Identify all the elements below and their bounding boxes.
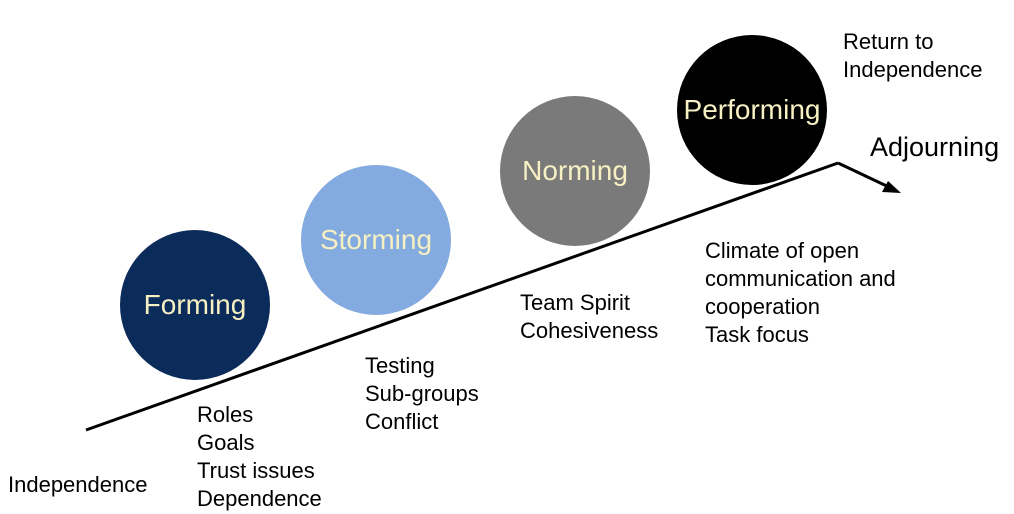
norming-circle: Norming [500,96,650,246]
list-item: Conflict [365,409,439,434]
return-to-independence-label: Return to Independence [843,29,983,82]
forming-label: Forming [143,289,247,320]
list-item: Trust issues [197,458,315,483]
list-item: communication and [705,266,896,291]
list-item: Task focus [705,322,809,347]
adjourning-label: Adjourning [870,132,1000,162]
performing-circle: Performing [677,35,827,185]
ascending-line [85,161,839,432]
norming-traits: Team Spirit Cohesiveness [520,289,658,345]
list-item: Roles [197,402,254,427]
list-item: Testing [365,353,435,378]
list-item: Team Spirit [520,290,631,315]
adjourning-decline-line [837,161,894,191]
list-item: Climate of open [705,238,860,263]
list-item: Sub-groups [365,381,479,406]
performing-traits: Climate of open communication and cooper… [705,237,896,349]
forming-traits: Roles Goals Trust issues Dependence [197,401,322,513]
list-item: Goals [197,430,255,455]
list-item: Dependence [197,486,322,511]
norming-label: Norming [522,155,628,186]
list-item: cooperation [705,294,820,319]
list-item: Cohesiveness [520,318,659,343]
forming-circle: Forming [120,230,270,380]
storming-traits: Testing Sub-groups Conflict [365,352,479,436]
arrowhead [882,181,901,193]
storming-label: Storming [319,224,433,255]
performing-label: Performing [683,94,821,125]
storming-circle: Storming [301,165,451,315]
independence-label: Independence [8,472,148,497]
